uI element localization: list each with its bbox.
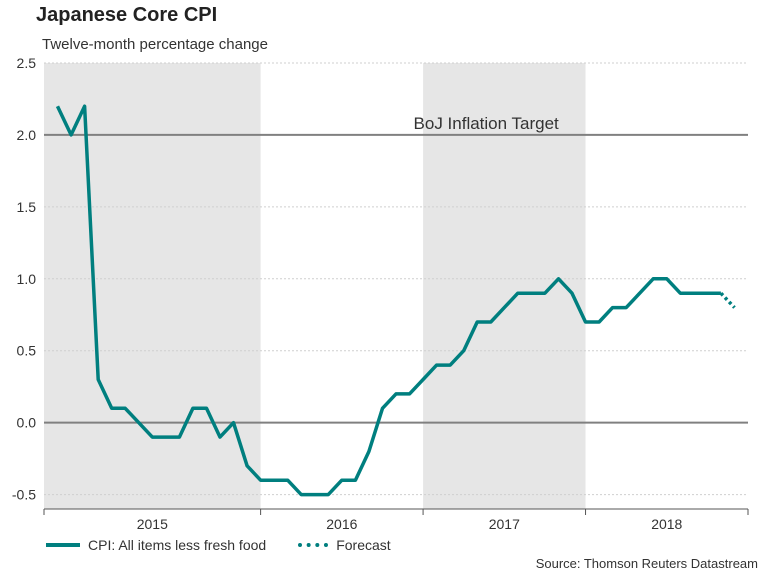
legend: CPI: All items less fresh food Forecast [46,537,423,553]
chart-title: Japanese Core CPI [36,4,218,26]
legend-swatch-dotted [298,543,329,547]
legend-item-cpi: CPI: All items less fresh food [46,537,266,553]
x-tick-label: 2018 [651,516,682,532]
y-tick-label: 0.0 [17,415,37,431]
y-tick-label: -0.5 [12,487,36,503]
legend-label-cpi: CPI: All items less fresh food [88,537,267,553]
y-tick-label: 2.5 [17,55,37,71]
legend-item-forecast: Forecast [298,537,391,553]
chart-subtitle: Twelve-month percentage change [42,36,268,53]
legend-swatch-solid [46,543,80,547]
series-lines [55,104,736,497]
x-tick-label: 2015 [137,516,168,532]
x-axis: 2015 2016 2017 2018 [43,508,749,532]
shaded-band-1 [423,63,586,509]
reference-lines [44,133,748,424]
shaded-band-0 [44,63,261,509]
boj-target-label: BoJ Inflation Target [414,114,559,133]
y-tick-label: 0.5 [17,343,37,359]
y-axis-ticks: -0.5 0.0 0.5 1.0 1.5 2.0 2.5 [12,55,36,503]
x-tick-label: 2017 [489,516,520,532]
forecast-series-line [719,291,736,309]
source-note: Source: Thomson Reuters Datastream [535,556,758,571]
cpi-series-line [55,104,721,497]
y-tick-label: 1.0 [17,271,37,287]
y-tick-label: 1.5 [17,199,37,215]
legend-label-forecast: Forecast [336,537,391,553]
y-tick-label: 2.0 [17,127,37,143]
x-tick-label: 2016 [326,516,357,532]
